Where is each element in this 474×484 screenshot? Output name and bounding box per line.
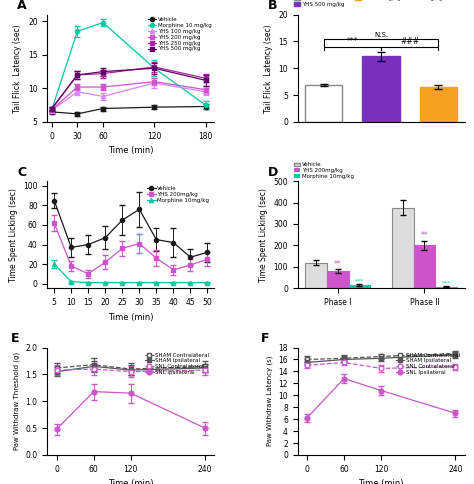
Legend: Vehicle, YHS 200mg/kg, Morphine 10mg/kg: Vehicle, YHS 200mg/kg, Morphine 10mg/kg [292,160,356,182]
Y-axis label: Paw Withdraw Threshold (g): Paw Withdraw Threshold (g) [13,352,20,450]
Text: E: E [11,332,19,345]
Legend: Vehicle, YHS 200mg/kg, Morphine 10mg/kg: Vehicle, YHS 200mg/kg, Morphine 10mg/kg [145,184,211,205]
Text: ###: ### [400,37,419,46]
Text: ***: *** [346,37,358,46]
Y-axis label: Tail Flick  Latency (sec): Tail Flick Latency (sec) [13,24,22,113]
Y-axis label: Tail Flick  Latency (sec): Tail Flick Latency (sec) [264,24,273,113]
Bar [435,287,457,288]
Text: N.S.: N.S. [374,32,388,38]
Bar [420,87,457,122]
Legend: Vehicle, Morphine 10 mg/kg, YHS 100 mg/kg, YHS 200 mg/kg, YHS 250 mg/kg, YHS 500: Vehicle, Morphine 10 mg/kg, YHS 100 mg/k… [146,15,214,54]
Text: ***: *** [355,279,364,284]
Y-axis label: Time Spent Licking (sec): Time Spent Licking (sec) [259,188,268,282]
X-axis label: Time (min): Time (min) [358,479,404,484]
X-axis label: Time (min): Time (min) [108,313,154,322]
Bar [348,285,370,288]
Legend: SHAM Contralateral, SHAM Ipsilateral, SNL Contralateral, SNL Ipsilateral: SHAM Contralateral, SHAM Ipsilateral, SN… [143,350,211,377]
Text: C: C [18,166,27,179]
Y-axis label: Paw Withdraw Latency (s): Paw Withdraw Latency (s) [266,356,273,447]
Bar [305,263,327,288]
Text: **: ** [420,231,428,240]
Legend: Vehicle, YHS 500 mg/kg, DHCB 1mg/kg + THP 1mg/kg: Vehicle, YHS 500 mg/kg, DHCB 1mg/kg + TH… [292,0,445,9]
Text: **: ** [334,259,342,269]
Text: D: D [268,166,278,179]
Legend: SHAM Contralateral, SHAM Ipsilateral, SNL Contralateral, SNL Ipsilateral: SHAM Contralateral, SHAM Ipsilateral, SN… [393,350,462,377]
Bar [392,208,414,288]
Y-axis label: Time Spent Licking (sec): Time Spent Licking (sec) [9,188,18,282]
Text: A: A [18,0,27,12]
Text: ***: *** [441,280,451,286]
Text: F: F [261,332,269,345]
Text: B: B [268,0,277,12]
X-axis label: Time (min): Time (min) [108,146,154,155]
Bar [414,245,435,288]
Bar [327,271,348,288]
X-axis label: Time (min): Time (min) [108,479,154,484]
Bar [363,57,400,122]
Bar [305,85,342,122]
